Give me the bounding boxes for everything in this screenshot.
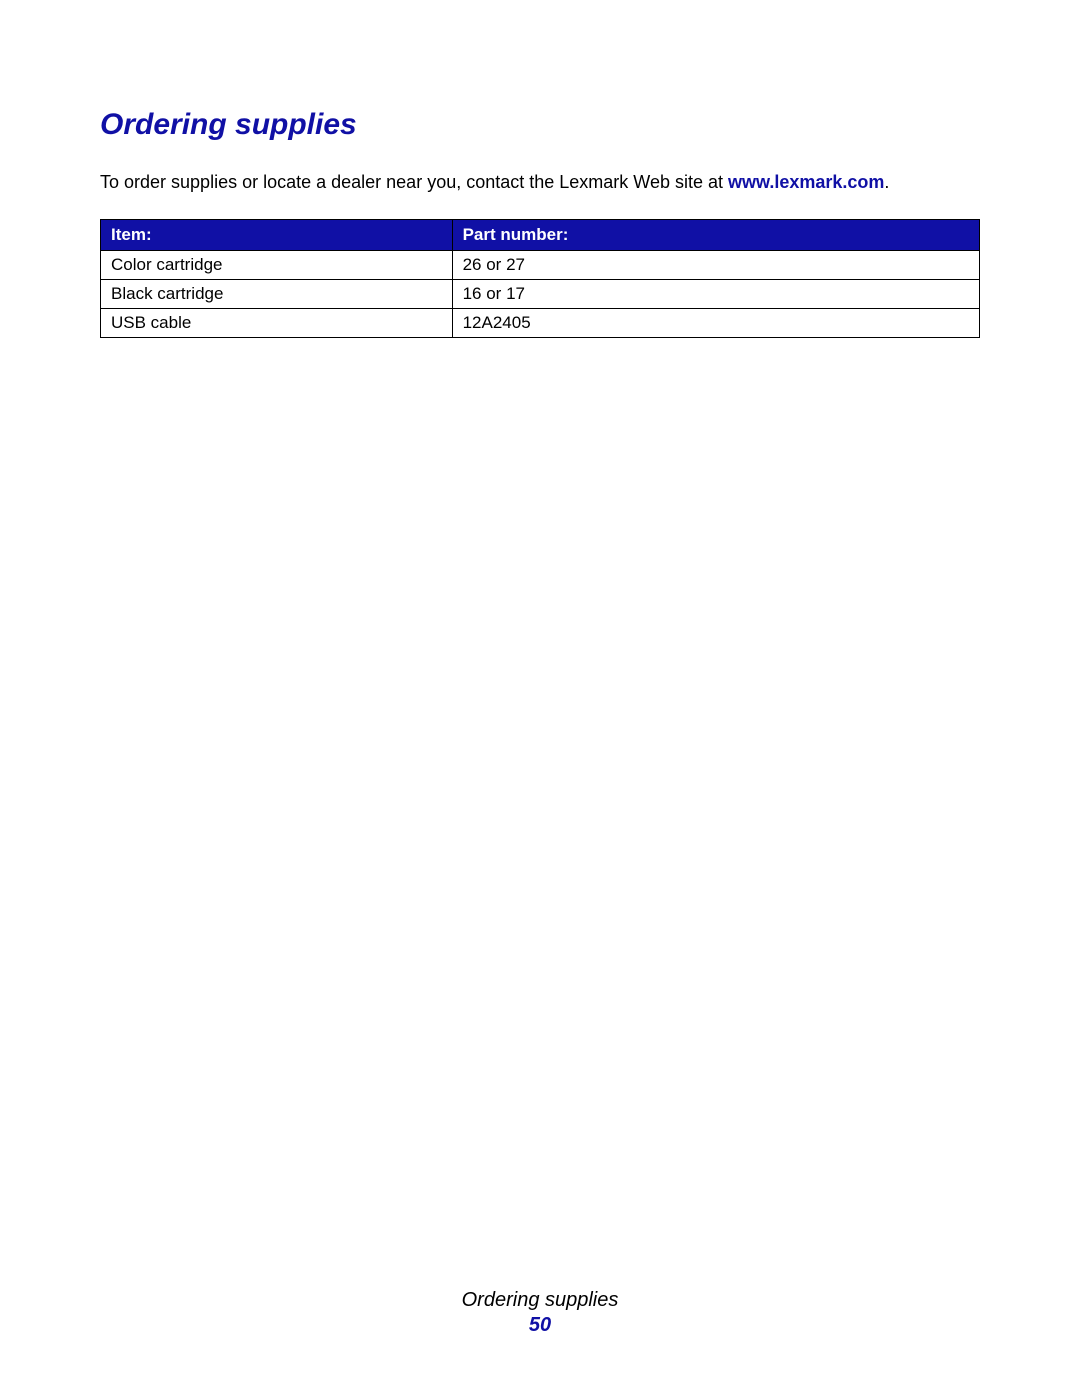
table-cell-item: USB cable xyxy=(101,309,453,338)
footer-page-number: 50 xyxy=(0,1314,1080,1337)
table-cell-item: Black cartridge xyxy=(101,280,453,309)
footer-title: Ordering supplies xyxy=(0,1289,1080,1312)
table-cell-partnumber: 12A2405 xyxy=(452,309,979,338)
table-cell-item: Color cartridge xyxy=(101,251,453,280)
page-heading: Ordering supplies xyxy=(100,108,980,142)
table-cell-partnumber: 16 or 17 xyxy=(452,280,979,309)
page-footer: Ordering supplies 50 xyxy=(0,1289,1080,1337)
table-header-row: Item: Part number: xyxy=(101,220,980,251)
table-row: Black cartridge 16 or 17 xyxy=(101,280,980,309)
page-content: Ordering supplies To order supplies or l… xyxy=(0,0,1080,338)
intro-text-before: To order supplies or locate a dealer nea… xyxy=(100,172,728,192)
table-row: Color cartridge 26 or 27 xyxy=(101,251,980,280)
lexmark-link[interactable]: www.lexmark.com xyxy=(728,172,884,192)
intro-paragraph: To order supplies or locate a dealer nea… xyxy=(100,170,980,195)
table-row: USB cable 12A2405 xyxy=(101,309,980,338)
table-header-item: Item: xyxy=(101,220,453,251)
table-header-partnumber: Part number: xyxy=(452,220,979,251)
intro-text-after: . xyxy=(884,172,889,192)
table-cell-partnumber: 26 or 27 xyxy=(452,251,979,280)
supplies-table: Item: Part number: Color cartridge 26 or… xyxy=(100,219,980,338)
